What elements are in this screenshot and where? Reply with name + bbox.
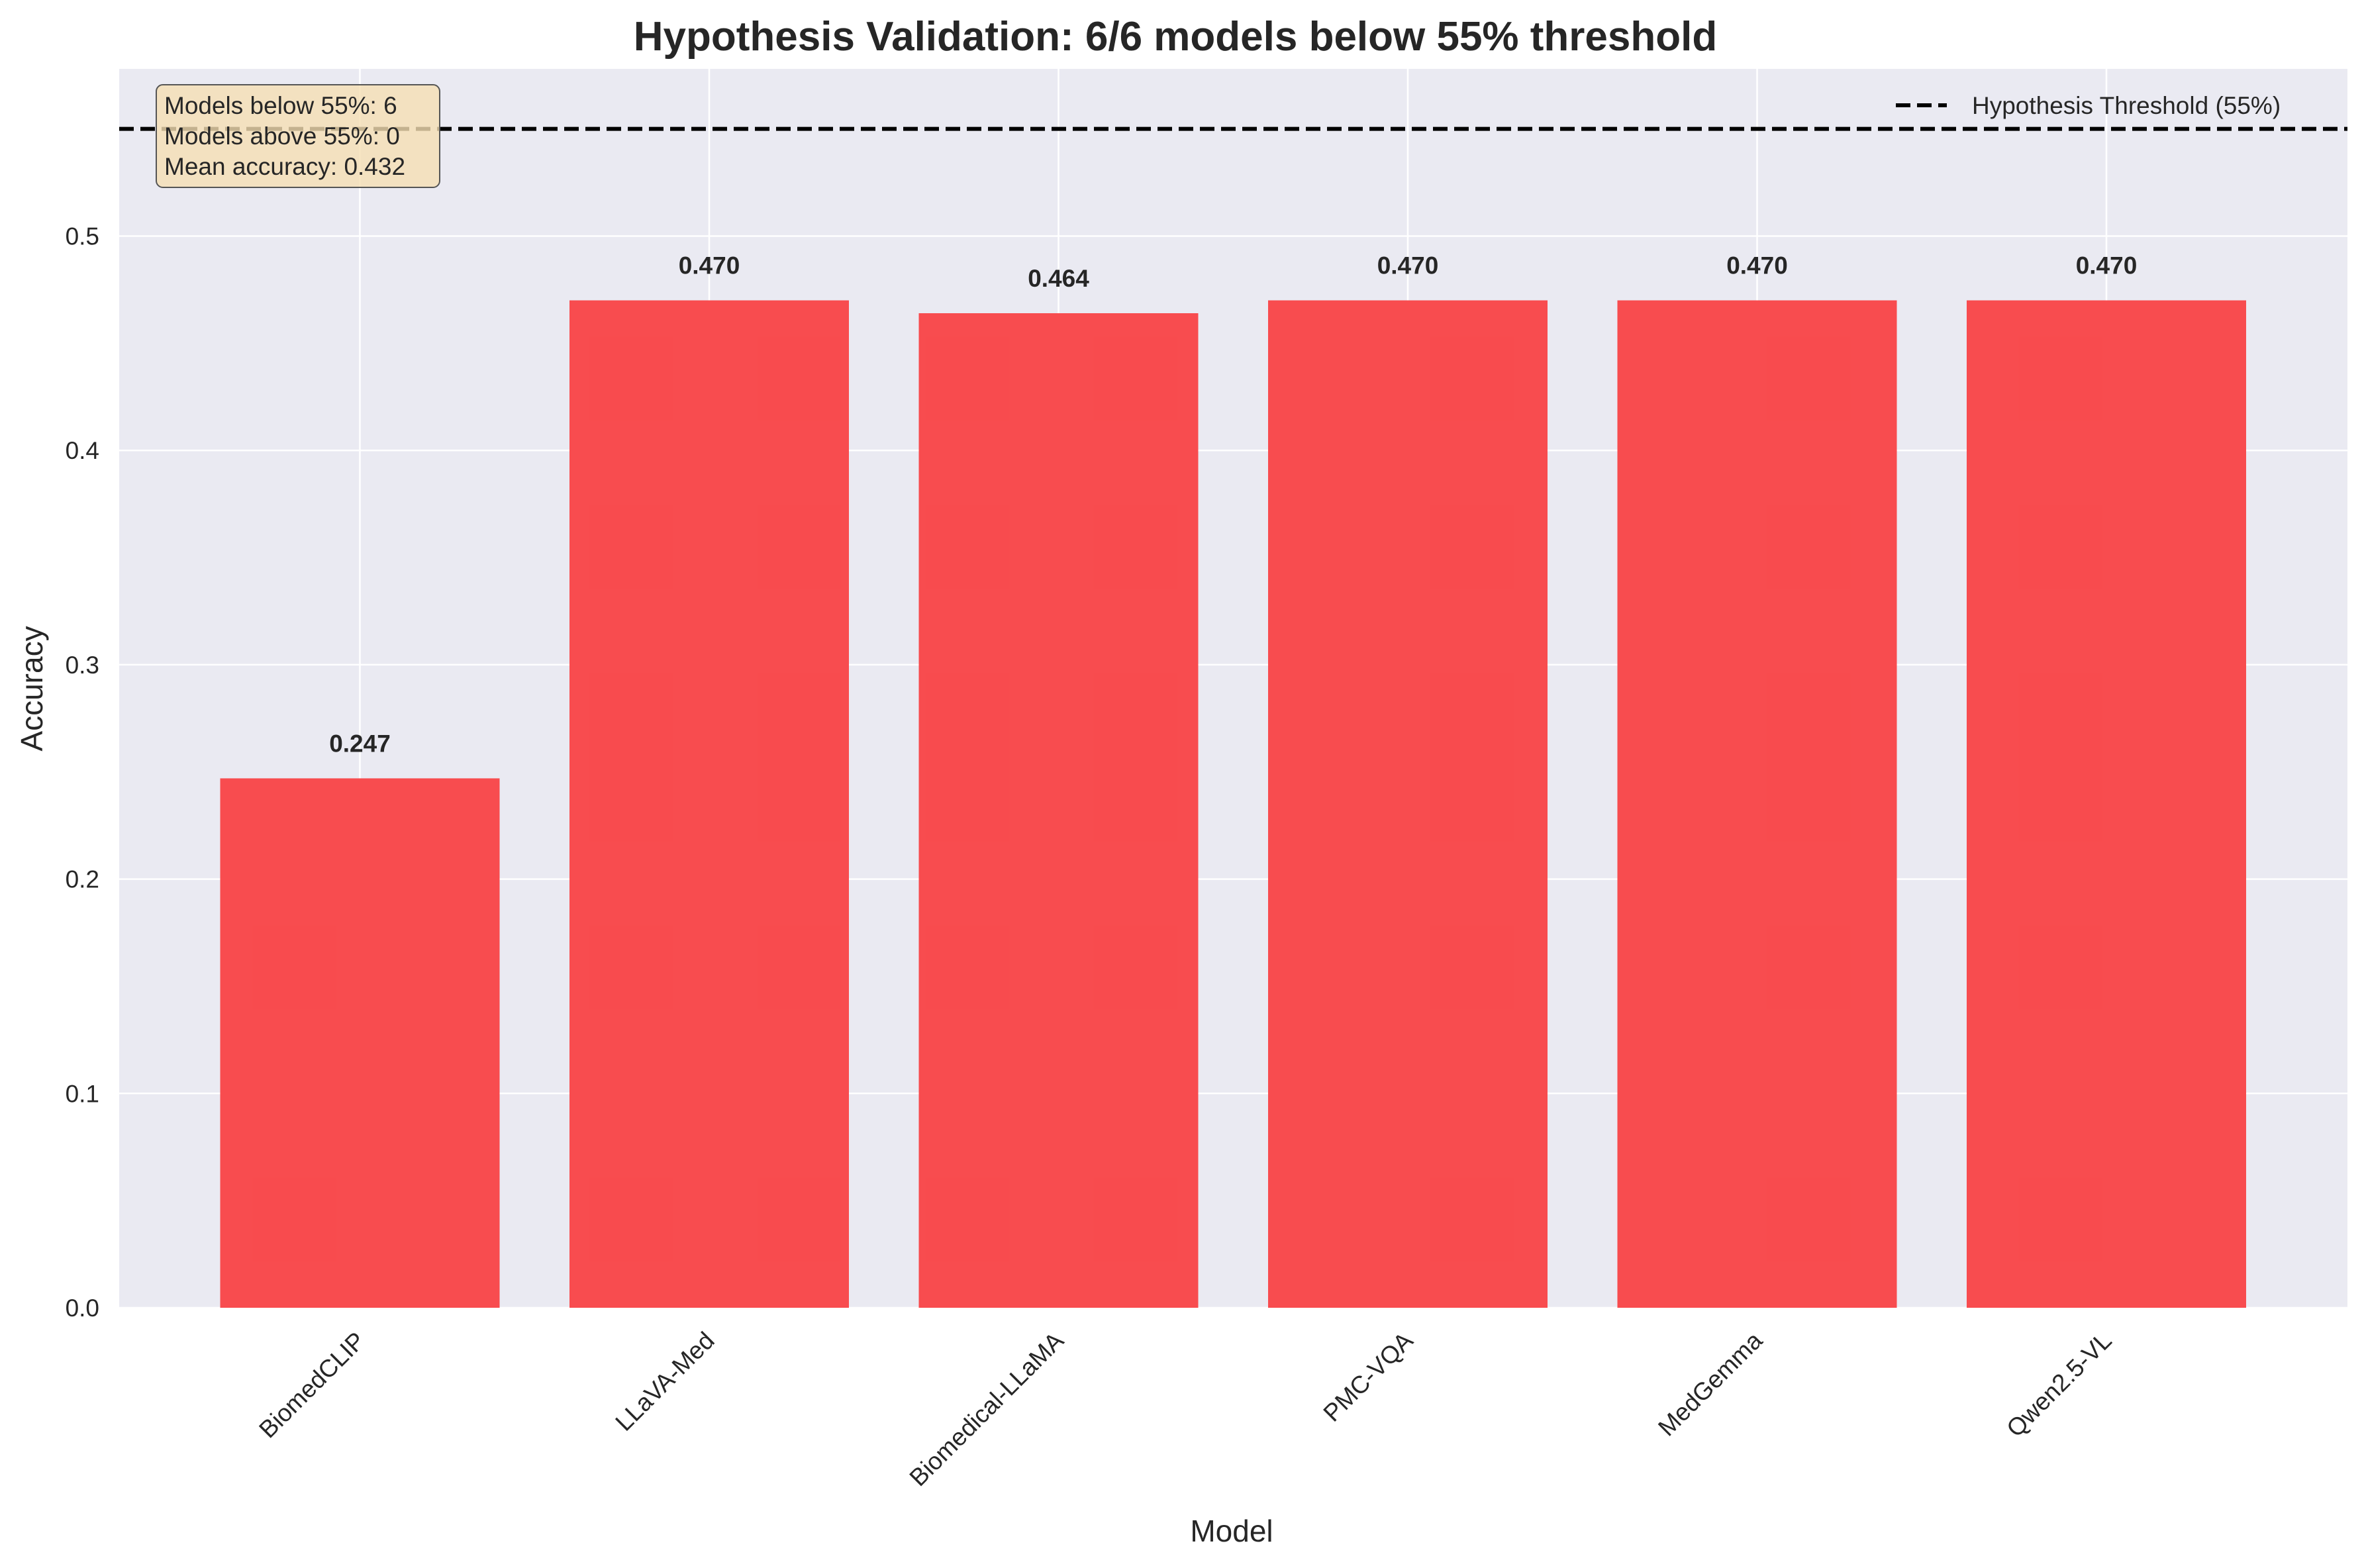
- x-axis-ticks: BiomedCLIP LLaVA-Med Biomedical-LLaMA PMC-V…: [254, 1326, 2116, 1491]
- x-tick-label: LLaVA-Med: [610, 1327, 719, 1436]
- x-axis-label: Model: [1190, 1514, 1273, 1548]
- bar-value-label: 0.470: [679, 252, 740, 279]
- bar-biomedical-llama: [918, 313, 1199, 1308]
- y-tick-label: 0.1: [66, 1080, 99, 1107]
- y-axis-ticks: 0.0 0.1 0.2 0.3 0.4 0.5: [66, 222, 99, 1322]
- bar-value-label: 0.247: [329, 730, 391, 757]
- stats-models-below: Models below 55%: 6: [164, 92, 397, 119]
- x-tick-label: Qwen2.5-VL: [2001, 1327, 2116, 1442]
- bars: [220, 300, 2246, 1308]
- chart-title: Hypothesis Validation: 6/6 models below …: [634, 14, 1718, 60]
- bar-value-label: 0.470: [1377, 252, 1439, 279]
- stats-models-above: Models above 55%: 0: [164, 122, 400, 150]
- stats-box: Models below 55%: 6 Models above 55%: 0 …: [156, 84, 440, 188]
- bar-value-label: 0.470: [1726, 252, 1788, 279]
- y-tick-label: 0.4: [66, 437, 99, 464]
- legend: Hypothesis Threshold (55%): [1896, 92, 2281, 119]
- y-tick-label: 0.3: [66, 652, 99, 679]
- bar-value-label: 0.470: [2076, 252, 2138, 279]
- y-tick-label: 0.5: [66, 222, 99, 250]
- bar-medgemma: [1617, 300, 1897, 1308]
- bar-biomedclip: [220, 778, 500, 1308]
- x-tick-label: PMC-VQA: [1318, 1326, 1418, 1426]
- stats-box-background: [156, 84, 440, 188]
- x-tick-label: MedGemma: [1653, 1326, 1767, 1441]
- bar-pmc-vqa: [1268, 300, 1548, 1308]
- data-labels: 0.247 0.470 0.464 0.470 0.470 0.470: [329, 252, 2137, 758]
- legend-threshold-label: Hypothesis Threshold (55%): [1972, 92, 2281, 119]
- bar-qwen2-5-vl: [1967, 300, 2246, 1308]
- y-tick-label: 0.2: [66, 866, 99, 893]
- x-tick-label: BiomedCLIP: [254, 1327, 370, 1444]
- bar-llava-med: [569, 300, 849, 1308]
- bar-value-label: 0.464: [1028, 265, 1089, 292]
- y-tick-label: 0.0: [66, 1295, 99, 1322]
- stats-mean-accuracy: Mean accuracy: 0.432: [164, 153, 405, 180]
- x-tick-label: Biomedical-LLaMA: [905, 1326, 1069, 1491]
- y-axis-label: Accuracy: [15, 626, 49, 751]
